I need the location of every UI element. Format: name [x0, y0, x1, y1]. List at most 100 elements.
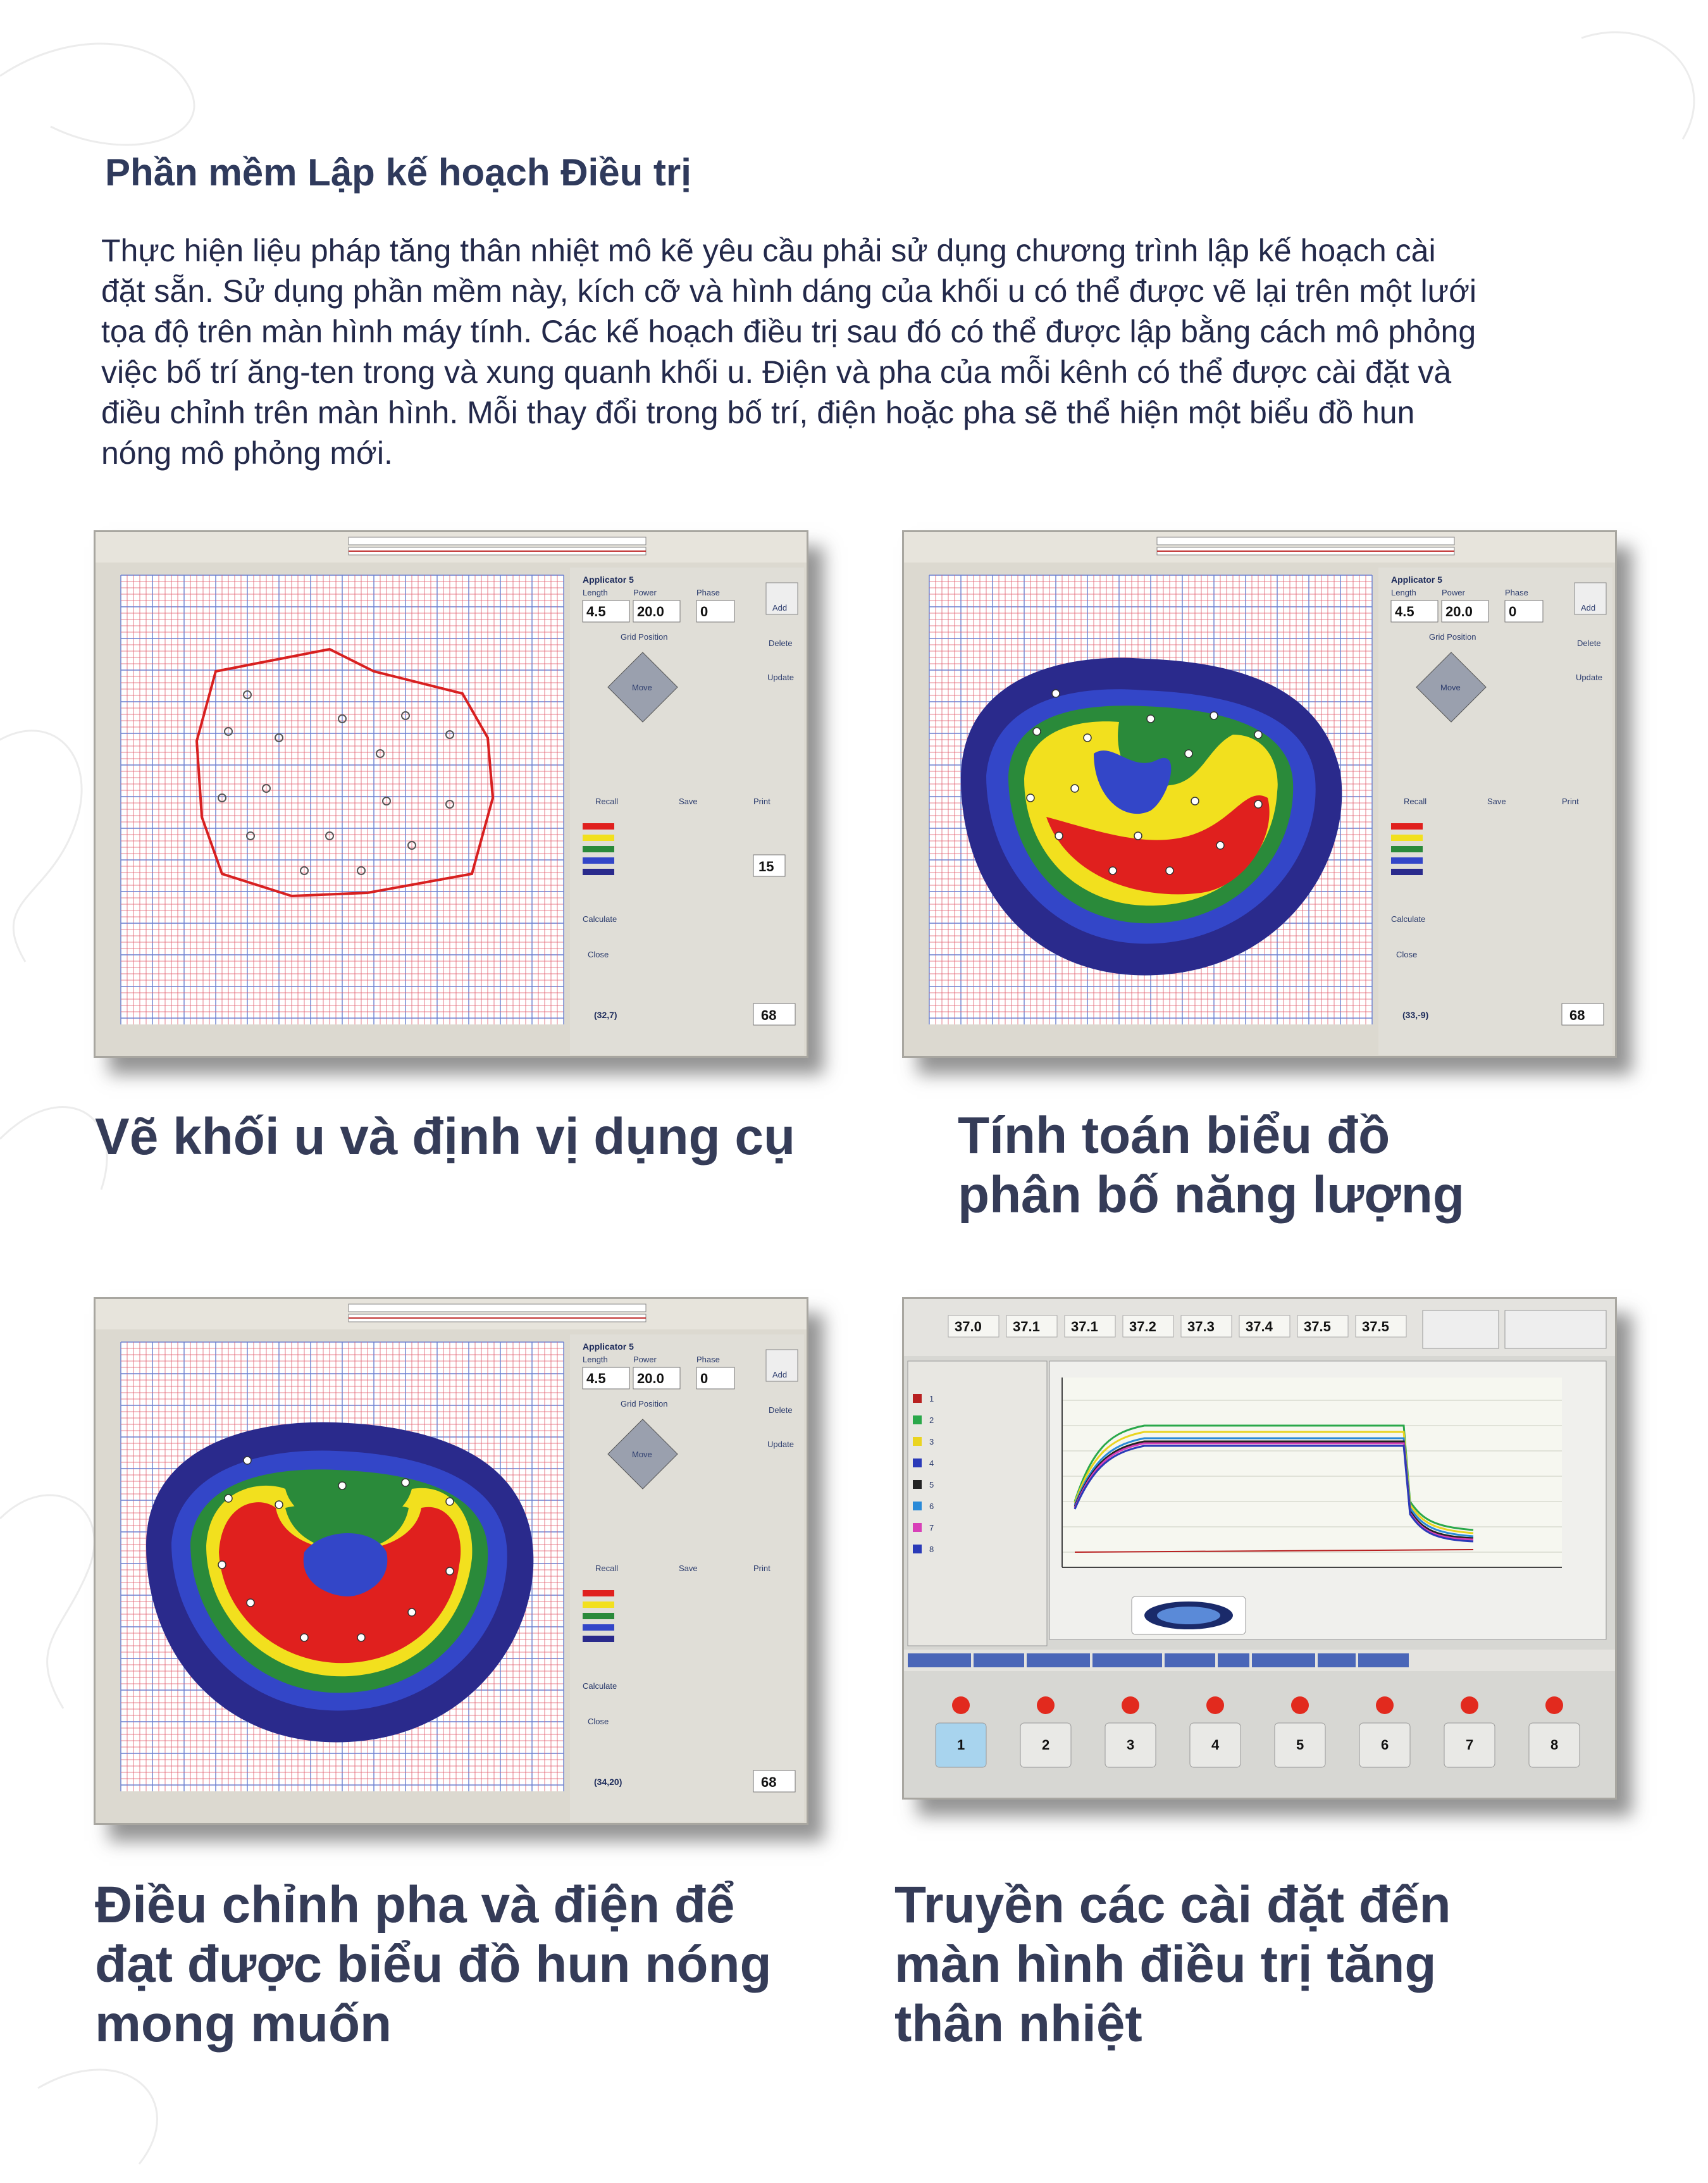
svg-text:68: 68	[761, 1774, 776, 1790]
caption-line: Vẽ khối u và định vị dụng cụ	[95, 1108, 796, 1166]
svg-text:Length: Length	[583, 1355, 608, 1364]
svg-text:Applicator 5: Applicator 5	[583, 1341, 634, 1352]
svg-text:3: 3	[929, 1437, 934, 1446]
svg-text:5: 5	[929, 1480, 934, 1490]
svg-text:4.5: 4.5	[586, 1371, 606, 1386]
svg-text:3: 3	[1127, 1737, 1134, 1753]
caption-line: mong muốn	[95, 1995, 392, 2053]
svg-text:Move: Move	[1440, 683, 1461, 692]
svg-text:8: 8	[929, 1545, 934, 1554]
svg-text:Phase: Phase	[1505, 588, 1528, 597]
svg-text:Delete: Delete	[769, 1405, 793, 1415]
svg-text:(33,-9): (33,-9)	[1402, 1010, 1428, 1020]
svg-text:Move: Move	[632, 683, 652, 692]
svg-text:4.5: 4.5	[586, 604, 606, 619]
intro-paragraph: Thực hiện liệu pháp tăng thân nhiệt mô k…	[101, 233, 1476, 471]
svg-text:7: 7	[929, 1523, 934, 1533]
svg-text:37.3: 37.3	[1187, 1319, 1215, 1334]
caption-line: Điều chỉnh pha và điện để	[95, 1876, 735, 1934]
planner-screenshot-adjusted: Applicator 5 Length Power Phase 4.5 20.0 0 Add D…	[94, 1297, 808, 1825]
page-heading: Phần mềm Lập kế hoạch Điều trị	[105, 151, 691, 194]
svg-text:Print: Print	[1562, 797, 1579, 806]
svg-text:20.0: 20.0	[637, 604, 664, 619]
caption-line: thân nhiệt	[894, 1995, 1142, 2053]
svg-text:Phase: Phase	[696, 588, 720, 597]
svg-text:Power: Power	[1442, 588, 1466, 597]
svg-text:37.1: 37.1	[1013, 1319, 1040, 1334]
caption-line: màn hình điều trị tăng	[894, 1936, 1437, 1993]
svg-text:Power: Power	[633, 1355, 657, 1364]
svg-text:5: 5	[1296, 1737, 1304, 1753]
svg-text:37.5: 37.5	[1362, 1319, 1389, 1334]
svg-text:4: 4	[1211, 1737, 1220, 1753]
svg-text:Close: Close	[588, 950, 609, 959]
svg-text:15: 15	[758, 859, 774, 874]
svg-text:4: 4	[929, 1458, 934, 1468]
svg-text:0: 0	[700, 604, 708, 619]
svg-text:37.2: 37.2	[1129, 1319, 1156, 1334]
svg-text:Grid Position: Grid Position	[621, 1399, 667, 1409]
svg-text:Calculate: Calculate	[1391, 914, 1425, 924]
svg-text:37.1: 37.1	[1071, 1319, 1098, 1334]
caption-panel-4: Truyền các cài đặt đến màn hình điều trị…	[894, 1875, 1451, 2054]
svg-text:Update: Update	[767, 673, 794, 682]
svg-text:Print: Print	[753, 1564, 770, 1573]
svg-text:Close: Close	[1396, 950, 1417, 959]
svg-text:0: 0	[1509, 604, 1516, 619]
svg-text:Add: Add	[772, 1370, 787, 1379]
svg-text:Length: Length	[583, 588, 608, 597]
svg-text:1: 1	[957, 1737, 965, 1753]
svg-text:37.4: 37.4	[1246, 1319, 1273, 1334]
svg-text:Move: Move	[632, 1450, 652, 1459]
svg-text:Calculate: Calculate	[583, 914, 617, 924]
svg-text:Recall: Recall	[595, 797, 618, 806]
svg-text:20.0: 20.0	[1445, 604, 1473, 619]
svg-text:Phase: Phase	[696, 1355, 720, 1364]
svg-text:Close: Close	[588, 1717, 609, 1726]
svg-text:68: 68	[1569, 1007, 1585, 1023]
svg-text:1: 1	[929, 1394, 934, 1403]
svg-text:(32,7): (32,7)	[594, 1010, 617, 1020]
caption-panel-1: Vẽ khối u và định vị dụng cụ	[95, 1107, 795, 1167]
svg-text:Power: Power	[633, 588, 657, 597]
caption-line: Tính toán biểu đồ	[958, 1107, 1390, 1164]
caption-line: phân bố năng lượng	[958, 1166, 1464, 1224]
svg-text:8: 8	[1550, 1737, 1558, 1753]
svg-text:37.0: 37.0	[955, 1319, 982, 1334]
svg-text:7: 7	[1466, 1737, 1473, 1753]
planner-screenshot-energy: Applicator 5 Length Power Phase 4.5 20.0 0 Add D…	[902, 530, 1617, 1058]
svg-text:Applicator 5: Applicator 5	[583, 575, 634, 585]
svg-text:(34,20): (34,20)	[594, 1777, 622, 1787]
svg-text:Save: Save	[679, 1564, 698, 1573]
svg-text:Length: Length	[1391, 588, 1416, 597]
svg-text:68: 68	[761, 1007, 776, 1023]
svg-text:Applicator 5: Applicator 5	[1391, 575, 1442, 585]
svg-text:2: 2	[1042, 1737, 1049, 1753]
svg-text:0: 0	[700, 1371, 708, 1386]
caption-line: Truyền các cài đặt đến	[894, 1876, 1451, 1934]
svg-text:Calculate: Calculate	[583, 1681, 617, 1691]
svg-text:Update: Update	[767, 1440, 794, 1449]
svg-text:Add: Add	[772, 603, 787, 613]
svg-text:Delete: Delete	[769, 638, 793, 648]
svg-text:Print: Print	[753, 797, 770, 806]
treatment-screen-screenshot: 37.0 37.1 37.1 37.2 37.3 37.4 37.5 37.5 1 2 3 4 5 6 7…	[902, 1297, 1617, 1800]
svg-text:Grid Position: Grid Position	[1429, 632, 1476, 642]
svg-text:6: 6	[1381, 1737, 1389, 1753]
svg-text:Grid Position: Grid Position	[621, 632, 667, 642]
svg-text:Update: Update	[1576, 673, 1602, 682]
svg-text:Recall: Recall	[1404, 797, 1426, 806]
caption-panel-2: Tính toán biểu đồ phân bố năng lượng	[958, 1106, 1464, 1225]
svg-text:Delete: Delete	[1577, 638, 1601, 648]
caption-line: đạt được biểu đồ hun nóng	[95, 1936, 772, 1993]
svg-text:2: 2	[929, 1415, 934, 1425]
svg-text:37.5: 37.5	[1304, 1319, 1331, 1334]
planner-screenshot-outline: Applicator 5 Length Power Phase 4.5 20.0 0 Add D…	[94, 530, 808, 1058]
svg-text:4.5: 4.5	[1395, 604, 1414, 619]
svg-text:Save: Save	[1487, 797, 1506, 806]
svg-text:Recall: Recall	[595, 1564, 618, 1573]
svg-text:6: 6	[929, 1502, 934, 1511]
svg-text:Add: Add	[1581, 603, 1595, 613]
svg-text:Save: Save	[679, 797, 698, 806]
